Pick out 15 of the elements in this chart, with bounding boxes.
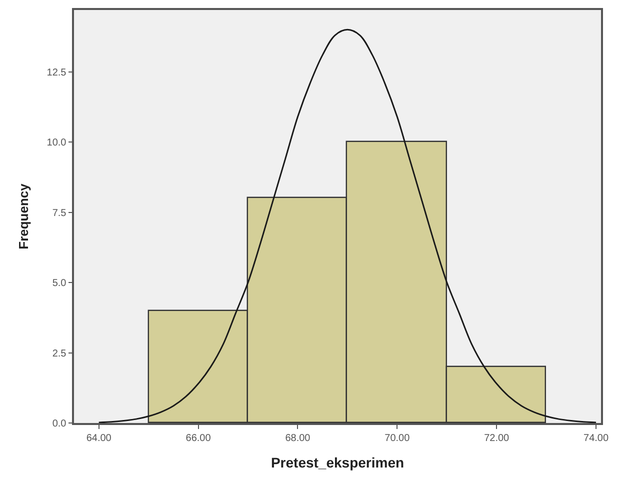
- y-tick-label: 12.5: [46, 67, 67, 78]
- x-tick-label: 66.00: [186, 432, 212, 444]
- x-tick-label: 74.00: [584, 432, 609, 444]
- y-tick-label: 0.0: [52, 418, 67, 430]
- y-axis-title: Frequency: [16, 182, 32, 250]
- x-tick-label: 72.00: [484, 432, 510, 444]
- x-tick-label: 64.00: [86, 432, 112, 444]
- y-tick-label: 5.0: [52, 278, 67, 290]
- y-tick-label: 7.5: [52, 208, 67, 219]
- line-series: [98, 28, 597, 423]
- y-tick-label: 2.5: [52, 348, 67, 360]
- x-axis-title: Pretest_eksperimen: [270, 454, 404, 471]
- x-tick-label: 70.00: [384, 432, 410, 444]
- x-tick-label: 68.00: [285, 432, 311, 444]
- y-tick-label: 10.0: [46, 138, 67, 149]
